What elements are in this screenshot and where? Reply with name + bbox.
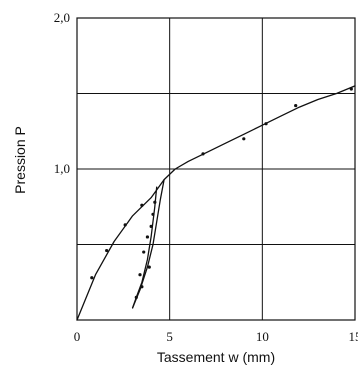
data-point [142,250,146,254]
grid-lines [77,18,355,320]
y-tick-label: 1,0 [54,161,70,176]
data-point [151,212,155,216]
x-axis-title: Tassement w (mm) [157,349,275,365]
data-point [242,137,246,141]
data-point [294,103,298,108]
data-point [90,276,94,280]
data-point [264,122,268,126]
data-point [134,295,138,299]
x-tick-label: 5 [166,329,173,344]
y-tick-label: 2,0 [54,10,70,25]
y-axis-title: Pression P [12,126,28,194]
data-point [145,235,150,239]
curves [76,85,356,321]
data-point [105,248,109,253]
data-point [153,200,157,204]
x-tick-label: 0 [74,329,81,344]
x-tick-label: 10 [256,329,269,344]
data-point [349,87,353,91]
data-point [138,273,142,277]
data-point [201,152,205,156]
data-point [140,203,144,207]
series-line-loading-curve [76,85,356,321]
data-point [147,265,151,269]
plot-frame [76,17,356,321]
x-tick-label: 15 [349,329,358,344]
data-point [140,285,144,289]
tick-labels: 0 5 10 15 1,0 2,0 [54,10,358,344]
series-line-unloading-branch [131,186,158,309]
data-point [149,224,153,228]
data-point [123,223,127,227]
data-points [90,87,353,299]
series-line-reloading-branch [131,178,165,309]
